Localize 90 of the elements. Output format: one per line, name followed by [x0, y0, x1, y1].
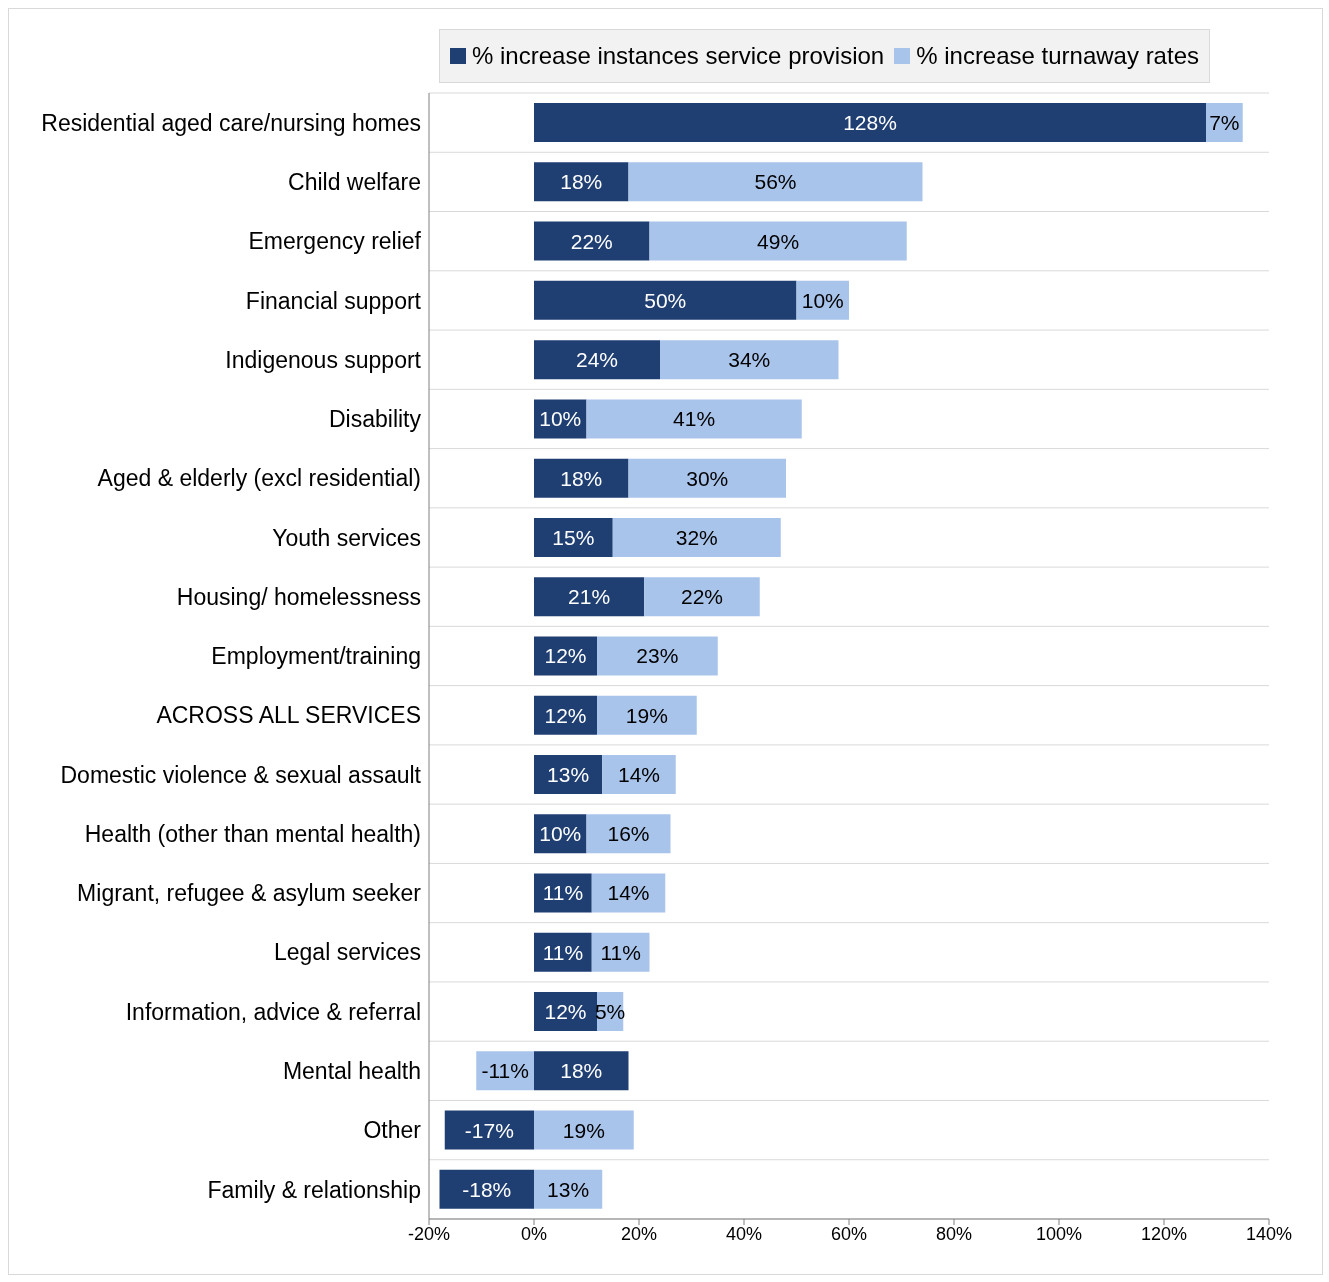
y-tick-label: Family & relationship [207, 1176, 421, 1203]
data-label: -18% [462, 1177, 512, 1201]
data-label: 49% [757, 229, 800, 253]
bar [534, 340, 660, 380]
bar [628, 162, 923, 202]
bar [534, 577, 645, 617]
data-label: 12% [544, 1000, 587, 1024]
y-tick-label: Emergency relief [248, 228, 422, 255]
x-tick-label: 60% [830, 1223, 868, 1244]
legend-label: % increase turnaway rates [916, 42, 1199, 70]
x-tick-label: 120% [1140, 1223, 1188, 1244]
bar [660, 340, 839, 380]
y-tick-label: Employment/training [211, 643, 421, 670]
y-tick-label: Residential aged care/nursing homes [41, 109, 421, 136]
data-label: 22% [570, 229, 613, 253]
data-label: 14% [607, 881, 650, 905]
data-label: 10% [539, 822, 582, 846]
y-tick-label: Financial support [245, 287, 422, 314]
data-label: 32% [675, 525, 718, 549]
y-tick-label: Health (other than mental health) [84, 820, 421, 847]
bar [586, 399, 802, 439]
data-label: 18% [560, 466, 603, 490]
y-tick-label: Mental health [282, 1058, 421, 1085]
x-tick-label: 0% [520, 1223, 548, 1244]
y-tick-label: Other [363, 1117, 422, 1144]
x-tick-label: 100% [1035, 1223, 1083, 1244]
bar [602, 754, 676, 794]
data-label: 24% [575, 348, 619, 372]
y-tick-label: Child welfare [288, 169, 421, 196]
data-label: 23% [636, 644, 679, 668]
bar [534, 103, 1206, 143]
data-label: 56% [754, 170, 797, 194]
bar [534, 221, 650, 261]
y-tick-label: ACROSS ALL SERVICES [156, 702, 421, 729]
data-label: 50% [644, 288, 687, 312]
bar [649, 221, 907, 261]
bar [534, 1110, 634, 1150]
data-label: 13% [547, 762, 590, 786]
bar [534, 1051, 629, 1091]
x-tick-label: -20% [407, 1223, 451, 1244]
data-label: 34% [728, 348, 771, 372]
data-label: 41% [673, 407, 716, 431]
bar [612, 517, 781, 557]
data-label: 10% [539, 407, 582, 431]
data-label: 19% [625, 703, 668, 727]
y-tick-label: Domestic violence & sexual assault [60, 761, 422, 788]
y-tick-label: Indigenous support [225, 346, 422, 373]
data-label: 11% [542, 940, 584, 964]
data-label: -17% [464, 1118, 514, 1142]
x-tick-label: 20% [620, 1223, 658, 1244]
bar [439, 1169, 534, 1209]
x-tick-label: 140% [1245, 1223, 1293, 1244]
data-label: 128% [843, 111, 897, 135]
data-label: 12% [544, 644, 587, 668]
y-tick-label: Legal services [273, 939, 421, 966]
data-label: -11% [481, 1059, 529, 1083]
data-label: 18% [560, 1059, 603, 1083]
data-label: 19% [562, 1118, 605, 1142]
bar [597, 695, 697, 735]
bar [534, 458, 629, 498]
x-tick-label: 40% [725, 1223, 763, 1244]
data-label: 16% [607, 822, 650, 846]
data-label: 30% [686, 466, 729, 490]
bar [534, 280, 797, 320]
legend-label: % increase instances service provision [472, 42, 885, 70]
data-label: 12% [544, 703, 587, 727]
y-tick-label: Migrant, refugee & asylum seeker [77, 880, 422, 907]
data-label: 14% [617, 762, 661, 786]
data-label: 13% [547, 1177, 590, 1201]
y-tick-label: Aged & elderly (excl residential) [97, 465, 421, 492]
data-label: 21% [568, 585, 611, 609]
y-tick-label: Information, advice & referral [125, 998, 421, 1025]
bar [628, 458, 786, 498]
bar [644, 577, 760, 617]
bar [534, 162, 629, 202]
data-label: 22% [680, 585, 724, 609]
bar [586, 814, 671, 854]
data-label: 11% [542, 881, 584, 905]
bar [597, 636, 718, 676]
x-tick-label: 80% [935, 1223, 973, 1244]
y-tick-label: Youth services [272, 524, 421, 551]
data-label: 18% [560, 170, 603, 194]
y-tick-label: Disability [328, 406, 422, 433]
data-label: 15% [552, 525, 595, 549]
y-tick-label: Housing/ homelessness [176, 583, 421, 610]
data-label: 7% [1209, 111, 1240, 135]
bar [444, 1110, 534, 1150]
bar [534, 517, 613, 557]
data-label: 10% [801, 288, 844, 312]
data-label: 11% [600, 940, 641, 964]
